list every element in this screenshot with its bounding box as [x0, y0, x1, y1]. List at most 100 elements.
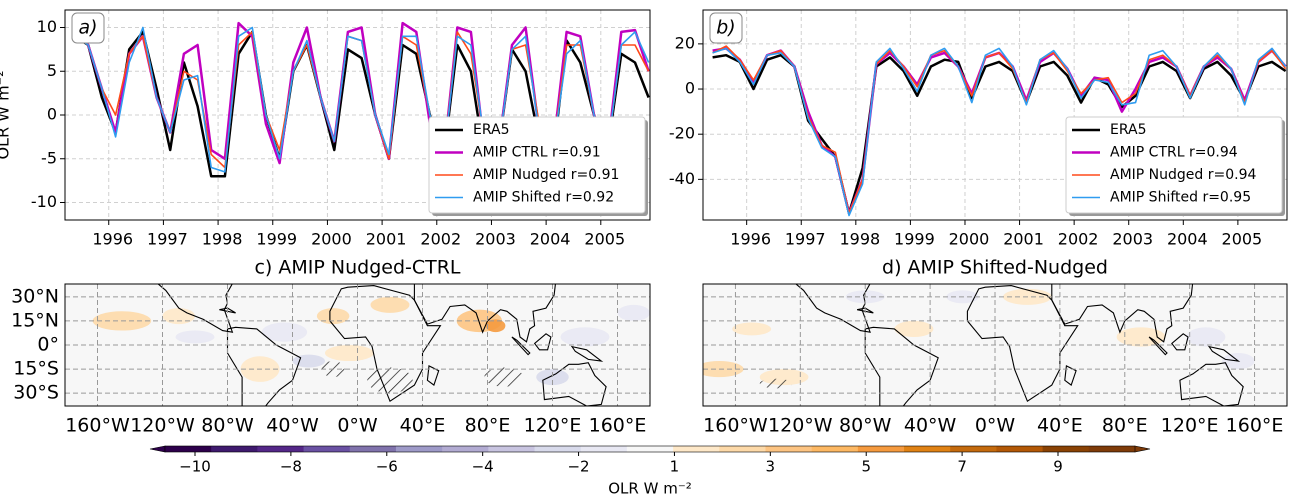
x-tick-label: 80°W: [839, 415, 892, 437]
line-chart: 1996 1997 1998 1999 2000 2001 2002 2003 2004 2005…: [0, 9, 651, 249]
anomaly-blob: [1186, 327, 1226, 347]
coastline: [1171, 333, 1189, 351]
colorbar-tick-label: −10: [179, 458, 211, 476]
x-tick-label: 120°W: [130, 415, 195, 437]
coastline: [1051, 284, 1194, 343]
legend-label: AMIP Shifted r=0.95: [1110, 190, 1251, 206]
legend-label: ERA5: [1110, 122, 1147, 138]
colorbar-extend: [1134, 445, 1151, 453]
x-tick-label: 2003: [475, 230, 516, 249]
colorbar-tick-label: −2: [567, 458, 589, 476]
colorbar-tick-label: 9: [1053, 458, 1063, 476]
x-tick-label: 160°E: [589, 415, 647, 437]
x-tick-label: 120°E: [1161, 415, 1219, 437]
colorbar-swatch: [1088, 446, 1136, 452]
x-tick-label: 1998: [202, 230, 243, 249]
x-tick-label: 120°W: [768, 415, 833, 437]
x-tick-label: 120°E: [524, 415, 582, 437]
x-tick-label: 80°W: [201, 415, 254, 437]
annotation-box: [71, 12, 105, 44]
colorbar-extend: [149, 445, 166, 453]
annotation-box: [709, 12, 743, 44]
x-tick-label: 2001: [366, 230, 407, 249]
coastline: [864, 326, 939, 406]
x-tick-label: 1999: [256, 230, 297, 249]
x-tick-label: 80°E: [465, 415, 511, 437]
x-tick-label: 40°E: [1037, 415, 1083, 437]
colorbar-frame: [164, 445, 1136, 453]
colorbar-swatch: [534, 446, 582, 452]
significance-hatch: [484, 367, 524, 387]
coastline: [542, 362, 607, 406]
x-tick-label: 160°W: [65, 415, 130, 437]
legend-box: [1065, 116, 1283, 214]
coastline: [413, 284, 556, 343]
colorbar-swatch: [1042, 446, 1090, 452]
y-tick-label: 10: [37, 17, 57, 36]
colorbar-tick-label: −6: [376, 458, 398, 476]
x-tick-label: 1997: [147, 230, 188, 249]
plot-frame: [702, 9, 1288, 221]
y-tick-label: 30°N: [11, 285, 59, 307]
legend-label: ERA5: [473, 122, 510, 138]
colorbar-swatch: [950, 446, 997, 452]
colorbar-swatch: [904, 446, 951, 452]
coastline: [511, 336, 531, 356]
y-tick-label: -5: [41, 148, 57, 167]
anomaly-blob: [175, 330, 215, 344]
x-tick-label: 0°W: [337, 415, 378, 437]
x-tick-label: 40°E: [400, 415, 446, 437]
anomaly-blob: [316, 308, 350, 325]
line-chart: 1996 1997 1998 1999 2000 2001 2002 2003 2004 2005…: [669, 9, 1288, 249]
colorbar-swatch: [488, 446, 536, 452]
x-tick-label: 2005: [1222, 230, 1263, 249]
colorbar-swatch: [395, 446, 443, 452]
colorbar-swatch: [211, 446, 258, 452]
colorbar-tick-label: 1: [670, 458, 680, 476]
y-tick-label: 20: [675, 33, 695, 52]
significance-hatch: [367, 367, 413, 394]
map-title: c) AMIP Nudged-CTRL: [254, 257, 460, 279]
coastline: [1207, 345, 1241, 362]
x-tick-label: 1996: [92, 230, 133, 249]
legend-label: AMIP Nudged r=0.91: [473, 167, 619, 183]
colorbar: −10 −8 −6 −4 −2 1 3 5 7 9 OLR W m⁻²: [149, 445, 1151, 498]
x-tick-label: 80°E: [1102, 415, 1148, 437]
anomaly-blob: [485, 319, 506, 333]
y-tick-label: 0: [47, 105, 57, 124]
x-tick-label: 1998: [839, 230, 880, 249]
colorbar-swatch: [580, 446, 628, 452]
x-tick-label: 40°W: [266, 415, 319, 437]
colorbar-tick-label: −4: [472, 458, 494, 476]
y-tick-label: -20: [669, 124, 695, 143]
y-tick-label: 0: [685, 79, 695, 98]
colorbar-swatch: [673, 446, 720, 452]
x-tick-label: 1999: [894, 230, 935, 249]
anomaly-blob: [162, 308, 195, 325]
x-tick-label: 2002: [1058, 230, 1099, 249]
colorbar-tick-label: 3: [766, 458, 776, 476]
x-tick-label: 2000: [311, 230, 352, 249]
x-tick-label: 2001: [1003, 230, 1044, 249]
x-tick-label: 2003: [1112, 230, 1153, 249]
colorbar-swatch: [349, 446, 397, 452]
coastline: [1148, 336, 1168, 356]
colorbar-swatch: [996, 446, 1044, 452]
x-tick-label: 1996: [730, 230, 771, 249]
significance-hatch: [759, 378, 793, 389]
coastline: [1179, 362, 1244, 406]
colorbar-swatch: [811, 446, 859, 452]
x-tick-label: 40°W: [904, 415, 957, 437]
legend-box: [428, 116, 646, 214]
x-tick-label: 2004: [530, 230, 571, 249]
colorbar-tick-label: −8: [280, 458, 302, 476]
map-frame: [702, 283, 1288, 407]
map: 160°W 120°W 80°W 40°W 0°W 40°E 80°E 120°E 160°E 3…: [11, 257, 651, 437]
coastline: [226, 326, 302, 406]
y-axis-label: OLR W m⁻²: [0, 70, 13, 159]
map: 160°W 120°W 80°W 40°W 0°W 40°E 80°E 120°E 160°E d…: [702, 257, 1288, 437]
y-tick-label: 15°S: [13, 358, 59, 380]
colorbar-swatch: [257, 446, 305, 452]
colorbar-swatch: [857, 446, 905, 452]
